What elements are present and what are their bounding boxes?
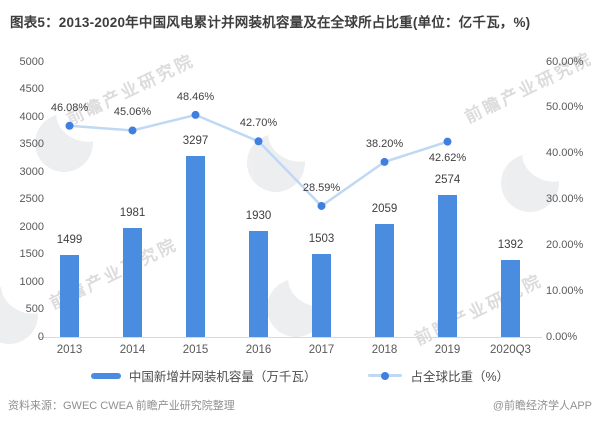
legend-line-swatch-icon xyxy=(368,371,403,380)
y-axis-left-tick: 4000 xyxy=(19,110,44,123)
credit-note: @前瞻经济学人APP xyxy=(492,400,592,412)
x-axis-label: 2013 xyxy=(56,344,83,356)
y-axis-left-tick: 1500 xyxy=(19,248,44,260)
chart-legend: 中国新增并网装机容量（万千瓦） 占全球比重（%） xyxy=(0,366,600,385)
y-axis-left-tick: 1000 xyxy=(19,275,44,288)
line-value-label: 42.70% xyxy=(239,117,278,130)
y-axis-right-tick: 0.00% xyxy=(546,330,578,343)
x-axis-label: 2020Q3 xyxy=(490,344,531,356)
y-axis-right-tick: 20.00% xyxy=(546,238,584,251)
legend-bar-swatch-icon xyxy=(90,372,121,379)
y-axis-left-tick: 5000 xyxy=(19,55,44,68)
x-axis-label: 2018 xyxy=(371,344,398,356)
bar-2014 xyxy=(123,228,142,337)
bar-value-label: 1392 xyxy=(497,239,524,252)
bar-2018 xyxy=(375,223,394,337)
bar-value-label: 1499 xyxy=(56,233,83,246)
y-axis-right-tick: 60.00% xyxy=(546,55,584,68)
line-value-label: 46.08% xyxy=(50,101,89,114)
line-value-label: 42.62% xyxy=(428,151,467,164)
y-axis-left-tick: 500 xyxy=(25,303,44,315)
x-axis-label: 2016 xyxy=(245,344,272,356)
y-axis-right-tick: 40.00% xyxy=(546,147,584,160)
y-axis-left-tick: 4500 xyxy=(19,83,44,95)
legend-capacity-label: 中国新增并网装机容量（万千瓦） xyxy=(128,370,317,384)
chart-plot-area: 1499 1981 3297 1930 1503 2059 2574 1392 46.08% 45… xyxy=(38,62,542,337)
bar-2020Q3 xyxy=(501,260,520,337)
x-axis-line xyxy=(38,337,542,338)
line-point-2018 xyxy=(380,157,389,166)
line-point-2017 xyxy=(317,201,326,210)
bar-value-label: 3297 xyxy=(182,134,209,147)
line-point-2016 xyxy=(254,137,263,146)
line-value-label: 38.20% xyxy=(365,137,404,150)
bar-value-label: 1503 xyxy=(308,233,335,246)
y-axis-right-tick: 50.00% xyxy=(546,101,584,114)
bar-value-label: 1981 xyxy=(119,207,146,220)
y-axis-left-tick: 3500 xyxy=(19,138,44,150)
line-point-2015 xyxy=(191,110,200,119)
line-point-2013 xyxy=(65,121,74,130)
bar-2019 xyxy=(438,195,457,337)
bar-value-label: 1930 xyxy=(245,209,272,222)
bar-2015 xyxy=(186,155,205,337)
bar-2013 xyxy=(60,254,79,337)
x-axis-label: 2014 xyxy=(119,344,146,356)
x-axis-label: 2019 xyxy=(434,344,461,356)
line-point-2019 xyxy=(443,137,452,146)
legend-share-label: 占全球比重（%） xyxy=(410,370,510,384)
bar-value-label: 2059 xyxy=(371,202,398,215)
line-value-label: 28.59% xyxy=(302,181,341,194)
bar-value-label: 2574 xyxy=(434,174,461,187)
y-axis-right-tick: 10.00% xyxy=(546,284,584,297)
x-axis-label: 2017 xyxy=(308,344,335,356)
legend-item-capacity: 中国新增并网装机容量（万千瓦） xyxy=(90,366,317,385)
bar-2016 xyxy=(249,230,268,337)
y-axis-right-tick: 30.00% xyxy=(546,193,584,205)
line-point-2014 xyxy=(128,126,137,135)
x-axis-label: 2015 xyxy=(182,344,209,356)
trend-line xyxy=(65,110,452,210)
bar-2017 xyxy=(312,254,331,337)
line-value-label: 45.06% xyxy=(113,106,152,119)
line-value-label: 48.46% xyxy=(176,90,215,103)
y-axis-left-tick: 0 xyxy=(37,330,44,343)
y-axis-left-tick: 2000 xyxy=(19,220,44,233)
chart-title: 图表5：2013-2020年中国风电累计并网装机容量及在全球所占比重(单位：亿千… xyxy=(10,15,531,30)
source-note: 资料来源：GWEC CWEA 前瞻产业研究院整理 xyxy=(8,400,235,412)
watermark-logo-icon xyxy=(35,114,93,172)
watermark-logo-icon xyxy=(501,154,559,212)
y-axis-left-tick: 2500 xyxy=(19,193,44,205)
legend-item-share: 占全球比重（%） xyxy=(368,366,509,385)
y-axis-left-tick: 3000 xyxy=(19,165,44,178)
